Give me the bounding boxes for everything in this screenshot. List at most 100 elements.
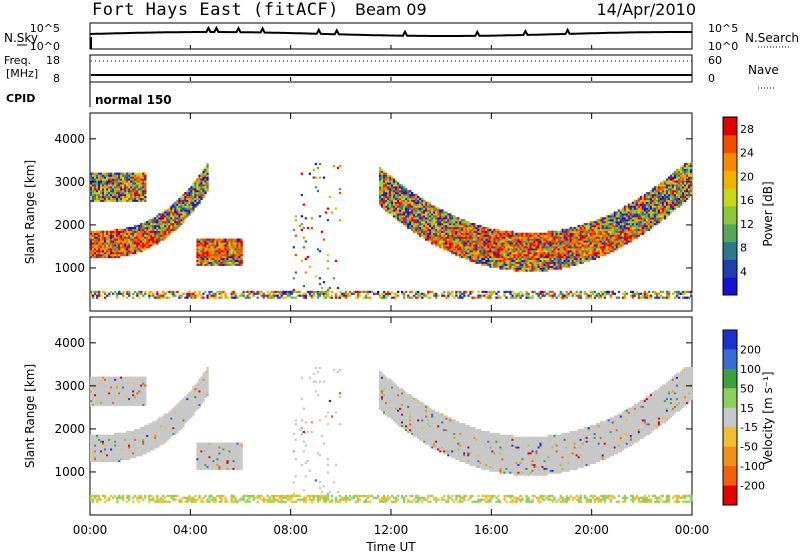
power-cell (120, 254, 123, 257)
power-cell (391, 184, 394, 187)
power-cell (611, 290, 614, 293)
power-cell (130, 238, 133, 241)
power-cell (226, 255, 229, 259)
power-cell (443, 230, 446, 233)
power-cell (439, 240, 442, 243)
power-cell (435, 238, 438, 241)
power-cell (609, 234, 612, 237)
power-cell (126, 292, 129, 295)
power-cell (134, 178, 137, 181)
power-cell (330, 296, 334, 299)
power-cell (433, 226, 436, 230)
power-cell (138, 186, 141, 189)
power-cell (473, 257, 476, 260)
power-cell (152, 294, 155, 297)
power-cell (631, 290, 635, 293)
power-cell (511, 263, 514, 266)
power-cell (447, 238, 450, 241)
power-cell (397, 193, 400, 197)
power-cell (515, 234, 518, 237)
power-cell (631, 228, 635, 231)
power-cell (144, 234, 147, 237)
power-cell (100, 193, 103, 197)
power-cell (597, 223, 600, 226)
power-cell (537, 238, 540, 241)
power-cell (441, 228, 444, 231)
power-cell (535, 244, 538, 247)
power-cell (417, 211, 420, 214)
power-cell (437, 213, 440, 216)
power-cell (421, 232, 424, 235)
power-cell (491, 236, 494, 239)
power-cell (128, 292, 131, 295)
power-cell (158, 224, 161, 228)
power-cell (591, 254, 594, 257)
power-cell (629, 230, 633, 233)
power-cell (567, 255, 570, 259)
power-cell (567, 292, 570, 295)
power-cell (471, 250, 474, 253)
power-cell (505, 290, 508, 293)
power-cell (439, 226, 442, 230)
power-cell (204, 192, 207, 195)
power-cell (403, 205, 406, 208)
power-cell (617, 242, 621, 245)
power-cell (527, 296, 530, 299)
power-cell (106, 244, 109, 247)
power-cell (575, 228, 578, 231)
power-cell (110, 176, 113, 179)
summary-traces (89, 25, 692, 76)
power-cell (529, 265, 532, 268)
power-cell (633, 213, 637, 216)
power-cell (617, 221, 621, 224)
power-cell (126, 244, 129, 247)
power-cell (188, 195, 191, 199)
power-cell (194, 197, 197, 200)
power-cell (210, 294, 213, 297)
power-cell (533, 257, 536, 260)
power-cell (356, 292, 360, 295)
power-cell (497, 236, 500, 239)
power-cell (605, 236, 608, 239)
power-cell (122, 195, 125, 199)
power-cell (304, 294, 307, 297)
power-cell (553, 244, 556, 247)
power-cell (212, 294, 215, 297)
power-cell (455, 221, 458, 224)
power-cell (132, 174, 135, 177)
power-cell (621, 209, 625, 212)
power-cell (537, 296, 540, 299)
power-cell (485, 296, 488, 299)
power-cell (98, 180, 101, 183)
power-cell (545, 248, 548, 251)
power-cell (132, 197, 135, 200)
power-cell (493, 257, 496, 260)
power-cell (178, 223, 181, 226)
power-cell (152, 236, 155, 239)
power-cell (473, 296, 476, 299)
power-cell (98, 242, 101, 245)
power-cell (495, 242, 498, 245)
power-cell (397, 197, 400, 200)
power-cell (451, 228, 454, 231)
power-cell (565, 255, 568, 259)
power-cell (553, 292, 556, 295)
power-cell (184, 292, 187, 295)
power-cell (379, 195, 382, 199)
power-cell (479, 232, 482, 235)
power-cell (122, 252, 125, 255)
power-cell (364, 294, 368, 297)
power-cell (487, 248, 490, 251)
power-cell (561, 263, 564, 266)
power-cell (575, 248, 578, 251)
power-cell (134, 232, 137, 235)
power-cell (509, 250, 512, 253)
power-cell (599, 236, 602, 239)
power-cell (609, 236, 612, 239)
power-cell (387, 176, 390, 179)
power-cell (222, 240, 225, 243)
power-cell (182, 217, 185, 220)
power-cell (631, 219, 635, 222)
power-cell (124, 199, 127, 202)
power-cell (116, 240, 119, 243)
